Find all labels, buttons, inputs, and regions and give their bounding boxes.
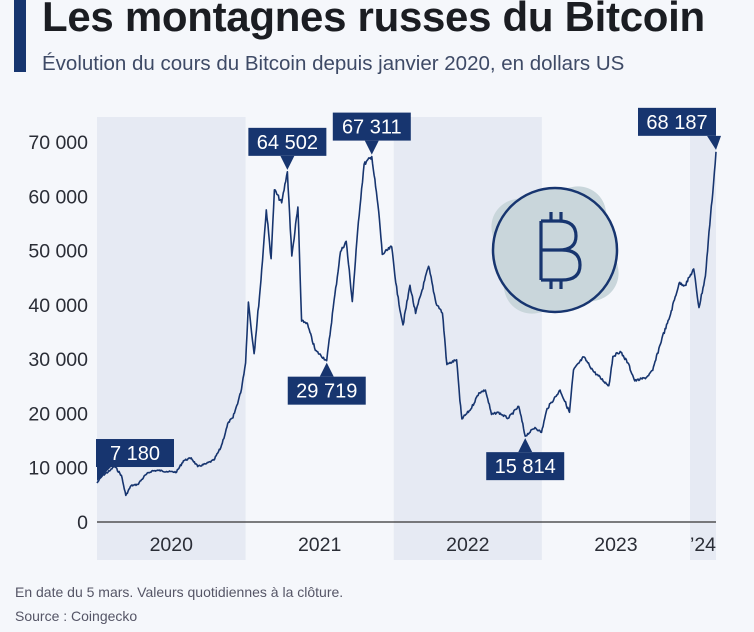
- value-callout: 7 180: [96, 439, 174, 482]
- callout-value-label: 68 187: [646, 112, 707, 134]
- x-year-label: ’24: [690, 534, 716, 556]
- value-callouts: 7 180 64 502 29 719 67 311 15 814 68 187: [96, 107, 721, 482]
- x-year-label: 2020: [150, 534, 194, 556]
- y-tick-label: 20 000: [28, 403, 88, 425]
- year-band: [690, 117, 716, 560]
- value-callout: 68 187: [638, 107, 721, 150]
- price-line: [96, 151, 717, 497]
- callout-value-label: 7 180: [110, 443, 160, 465]
- source-note: Source : Coingecko: [15, 608, 138, 624]
- footnote: En date du 5 mars. Valeurs quotidiennes …: [15, 584, 344, 600]
- y-tick-label: 0: [77, 512, 88, 534]
- callout-value-label: 64 502: [257, 132, 318, 154]
- y-tick-label: 40 000: [28, 295, 88, 317]
- price-series: [96, 151, 717, 497]
- x-year-label: 2023: [594, 534, 637, 556]
- y-tick-label: 10 000: [28, 458, 88, 480]
- y-tick-label: 30 000: [28, 349, 88, 371]
- value-callout: 67 311: [332, 112, 411, 155]
- page-title: Les montagnes russes du Bitcoin: [42, 0, 705, 40]
- x-year-label: 2021: [298, 534, 341, 556]
- y-tick-label: 50 000: [28, 241, 88, 263]
- page-subtitle: Évolution du cours du Bitcoin depuis jan…: [42, 52, 625, 75]
- y-tick-label: 70 000: [28, 132, 88, 154]
- value-callout: 29 719: [287, 362, 366, 405]
- value-callout: 15 814: [486, 438, 565, 481]
- year-band: [97, 117, 246, 560]
- callout-value-label: 67 311: [342, 117, 402, 139]
- y-tick-label: 60 000: [28, 186, 88, 208]
- callout-value-label: 29 719: [296, 381, 357, 403]
- title-accent-bar: [14, 0, 26, 72]
- y-axis: 0 10 000 20 000 30 000 40 000 50 000 60 000 70 …: [28, 132, 88, 534]
- bitcoin-price-chart: 0 10 000 20 000 30 000 40 000 50 000 60 000 70 …: [28, 107, 721, 560]
- bitcoin-logo-icon: [491, 186, 619, 314]
- year-band: [393, 117, 542, 560]
- x-axis: 2020 2021 2022 2023 ’24: [97, 521, 716, 556]
- x-year-label: 2022: [446, 534, 489, 556]
- callout-value-label: 15 814: [495, 456, 556, 478]
- value-callout: 64 502: [248, 127, 327, 170]
- year-bands: [97, 117, 716, 560]
